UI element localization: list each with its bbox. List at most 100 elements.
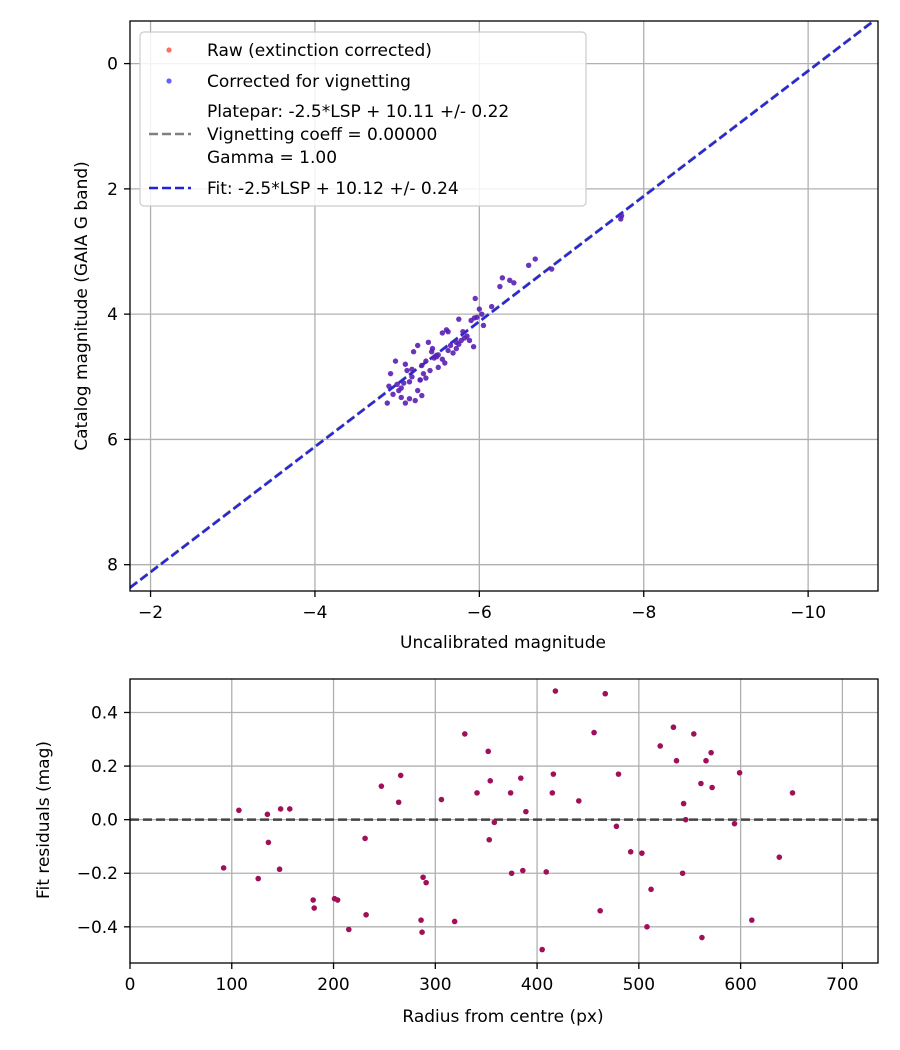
corrected-point xyxy=(479,311,485,317)
residual-point xyxy=(276,866,283,873)
residual-point xyxy=(627,849,634,855)
residual-points xyxy=(220,688,796,953)
corrected-point xyxy=(423,375,429,381)
residual-point xyxy=(639,850,645,856)
corrected-point xyxy=(402,361,409,367)
x-tick-label: −6 xyxy=(467,603,492,623)
corrected-point xyxy=(406,379,413,385)
x-tick-label: −4 xyxy=(302,603,327,623)
y-tick-label: −0.4 xyxy=(77,918,118,938)
residuals-ylabel: Fit residuals (mag) xyxy=(34,741,54,899)
corrected-point xyxy=(384,400,390,406)
corrected-point xyxy=(423,358,429,364)
corrected-point xyxy=(396,387,402,394)
residuals-plot: 0 100 200 300 400 500 600 7000.40.20.0−0.2−0.4 … xyxy=(34,678,879,1027)
residual-point xyxy=(487,778,494,784)
residual-point xyxy=(419,929,425,935)
legend-platepar-2: Vignetting coeff = 0.00000 xyxy=(207,125,437,145)
residual-point xyxy=(486,836,493,843)
corrected-point xyxy=(409,366,415,372)
residual-point xyxy=(648,886,654,893)
corrected-point xyxy=(404,367,410,374)
corrected-point xyxy=(461,335,468,341)
corrected-point xyxy=(439,330,446,336)
corrected-point xyxy=(427,367,433,374)
residuals-grid xyxy=(129,679,878,963)
residual-point xyxy=(670,724,677,731)
corrected-point xyxy=(402,400,409,406)
corrected-point xyxy=(414,387,421,394)
residual-point xyxy=(679,870,686,877)
corrected-point xyxy=(428,349,435,355)
residual-point xyxy=(220,865,227,871)
corrected-point xyxy=(409,374,415,380)
corrected-point xyxy=(470,344,477,350)
corrected-point xyxy=(412,397,418,404)
residual-point xyxy=(265,839,272,846)
legend: Raw (extinction corrected) Corrected for… xyxy=(139,31,587,207)
y-tick-label: 2 xyxy=(107,180,118,200)
corrected-point xyxy=(525,262,532,268)
residual-point xyxy=(286,806,293,812)
corrected-point xyxy=(456,316,462,322)
x-tick-label: −10 xyxy=(790,603,826,623)
x-tick-label: 500 xyxy=(623,975,655,995)
residual-point xyxy=(438,796,445,803)
corrected-point xyxy=(548,266,555,272)
corrected-point xyxy=(392,358,399,364)
residual-point xyxy=(418,917,424,923)
corrected-point xyxy=(414,342,421,349)
corrected-point xyxy=(406,396,413,402)
corrected-point xyxy=(466,337,473,344)
corrected-point xyxy=(472,295,478,302)
corrected-point xyxy=(420,370,427,377)
y-tick-label: 0.2 xyxy=(91,757,118,777)
calibration-xlabel: Uncalibrated magnitude xyxy=(400,633,606,653)
residual-point xyxy=(485,748,492,755)
corrected-point xyxy=(532,256,538,262)
residual-point xyxy=(602,690,609,697)
x-tick-label: −8 xyxy=(631,603,656,623)
residual-point xyxy=(397,772,404,779)
x-tick-label: −2 xyxy=(138,603,163,623)
residual-point xyxy=(736,769,743,776)
residual-point xyxy=(703,757,709,764)
residual-point xyxy=(395,799,402,806)
residual-point xyxy=(423,879,429,886)
residual-point xyxy=(552,688,559,694)
residual-point xyxy=(362,835,368,842)
residual-point xyxy=(523,808,529,815)
corrected-point xyxy=(471,315,478,321)
x-tick-label: 100 xyxy=(216,975,248,995)
residuals-axes-frame xyxy=(129,678,879,964)
corrected-point xyxy=(445,328,451,335)
calibration-ylabel: Catalog magnitude (GAIA G band) xyxy=(72,161,92,451)
corrected-point xyxy=(439,356,446,362)
corrected-points xyxy=(384,213,625,406)
corrected-point xyxy=(390,391,396,398)
corrected-point xyxy=(618,216,624,222)
corrected-point xyxy=(410,349,417,355)
residual-point xyxy=(363,911,369,918)
corrected-point xyxy=(497,283,503,290)
residual-point xyxy=(709,784,715,791)
corrected-point xyxy=(419,392,425,399)
legend-corrected: Corrected for vignetting xyxy=(207,72,411,92)
residual-point xyxy=(597,907,603,914)
residual-point xyxy=(550,771,557,777)
calibration-axes-frame xyxy=(129,20,879,592)
residual-point xyxy=(420,874,426,881)
residual-point xyxy=(346,926,352,933)
residual-point xyxy=(657,743,664,749)
residual-point xyxy=(508,870,515,877)
legend-platepar-3: Gamma = 1.00 xyxy=(207,148,337,168)
residual-point xyxy=(310,897,316,903)
residual-point xyxy=(255,875,262,882)
residuals-xlabel: Radius from centre (px) xyxy=(402,1007,603,1027)
residual-point xyxy=(749,917,755,923)
corrected-point xyxy=(425,339,432,346)
residual-point xyxy=(474,790,480,796)
y-tick-label: 0.0 xyxy=(91,811,118,831)
residual-point xyxy=(264,811,271,818)
